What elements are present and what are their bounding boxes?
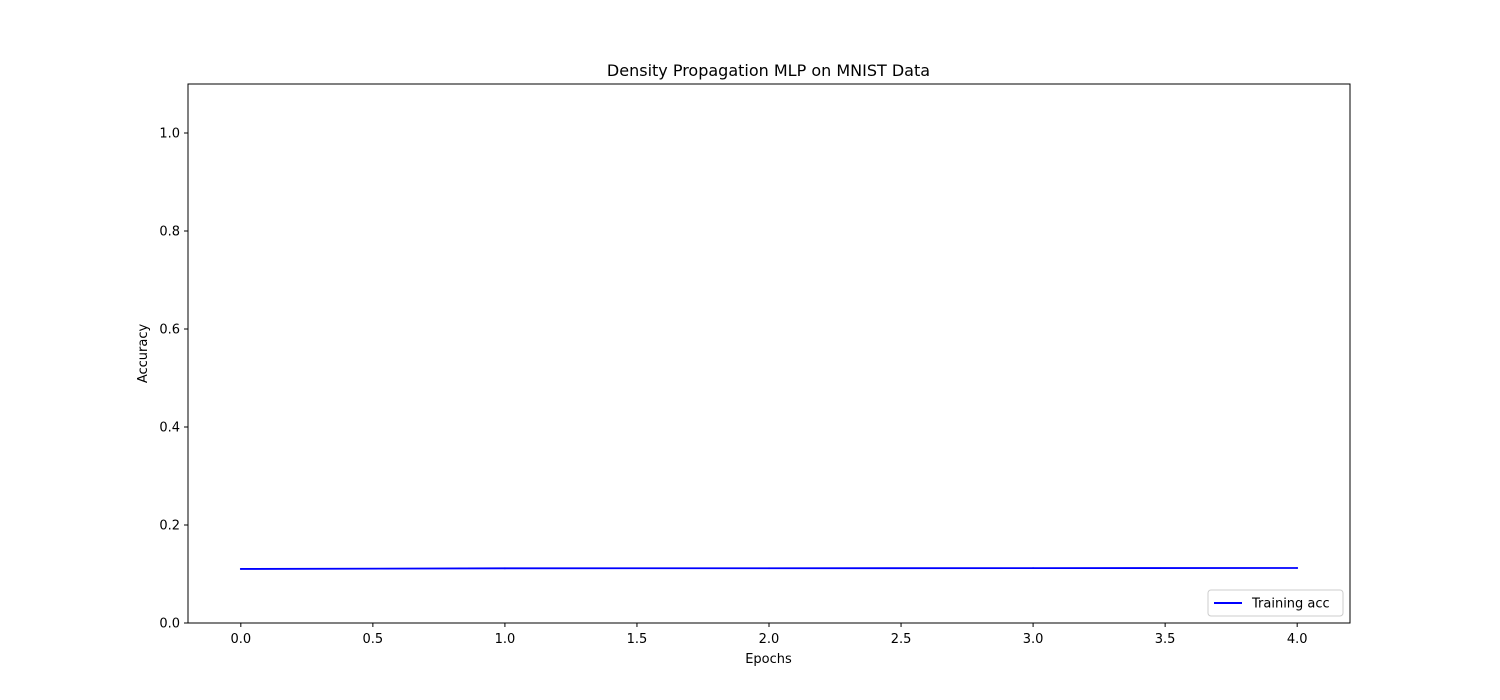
x-tick-label: 2.0	[759, 632, 780, 647]
x-tick-label: 4.0	[1287, 632, 1308, 647]
x-tick-label: 0.0	[230, 632, 251, 647]
legend-label-training-acc: Training acc	[1251, 597, 1330, 612]
x-tick-label: 3.5	[1155, 632, 1176, 647]
y-tick-label: 0.4	[159, 421, 180, 436]
y-axis-ticks: 0.0 0.2 0.4 0.6 0.8 1.0	[159, 127, 188, 632]
x-tick-label: 1.0	[495, 632, 516, 647]
data-point	[239, 568, 242, 570]
x-axis-ticks: 0.0 0.5 1.0 1.5 2.0 2.5 3.0 3.5 4.0	[230, 623, 1308, 647]
y-tick-label: 1.0	[159, 127, 180, 142]
legend: Training acc	[1207, 589, 1344, 617]
chart-title: Density Propagation MLP on MNIST Data	[607, 61, 930, 80]
data-point	[504, 567, 506, 570]
data-point	[1032, 567, 1034, 570]
legend-box	[1207, 589, 1344, 617]
y-tick-label: 0.0	[159, 617, 180, 632]
x-tick-label: 2.5	[891, 632, 912, 647]
plot-frame	[187, 83, 1351, 624]
y-tick-label: 0.6	[159, 323, 180, 338]
x-tick-label: 1.5	[627, 632, 648, 647]
x-axis-label: Epochs	[745, 652, 792, 667]
y-axis-label: Accuracy	[136, 324, 151, 384]
y-tick-label: 0.2	[159, 519, 180, 534]
data-point	[1296, 567, 1299, 569]
x-tick-label: 0.5	[363, 632, 384, 647]
y-tick-label: 0.8	[159, 225, 180, 240]
x-tick-label: 3.0	[1023, 632, 1044, 647]
data-point	[768, 567, 770, 570]
series-layer	[239, 567, 1299, 570]
